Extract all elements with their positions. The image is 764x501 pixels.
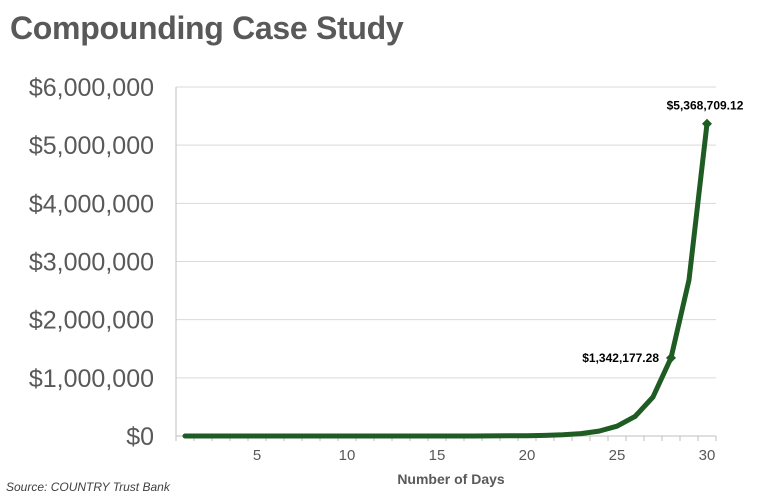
gridlines: [176, 86, 716, 379]
data-label: $5,368,709.12: [667, 99, 744, 113]
chart-title: Compounding Case Study: [10, 10, 404, 46]
y-tick-label: $0: [126, 423, 154, 451]
data-label: $1,342,177.28: [582, 351, 659, 365]
y-axis: $0 $1,000,000 $2,000,000 $3,000,000 $4,000,0…: [29, 74, 177, 451]
y-tick-label: $6,000,000: [29, 74, 154, 102]
x-axis: 5 10 15 20 25 30: [175, 435, 717, 464]
y-tick-label: $1,000,000: [29, 365, 154, 393]
data-point-marker: [666, 352, 676, 363]
x-tick-label: 5: [253, 447, 261, 464]
x-tick-label: 15: [429, 447, 446, 464]
data-point-marker: [702, 118, 712, 129]
x-axis-label: Number of Days: [397, 471, 505, 487]
x-tick-label: 30: [699, 447, 716, 464]
series-line: [182, 121, 710, 439]
y-tick-label: $5,000,000: [29, 132, 154, 160]
x-tick-label: 25: [609, 447, 626, 464]
y-tick-label: $2,000,000: [29, 307, 154, 335]
source-note: Source: COUNTRY Trust Bank: [6, 480, 170, 494]
x-tick-label: 10: [339, 447, 356, 464]
series-group: [182, 121, 710, 439]
y-tick-label: $3,000,000: [29, 249, 154, 277]
y-tick-label: $4,000,000: [29, 190, 154, 218]
x-tick-label: 20: [519, 447, 536, 464]
data-labels: $1,342,177.28 $5,368,709.12: [582, 99, 743, 365]
